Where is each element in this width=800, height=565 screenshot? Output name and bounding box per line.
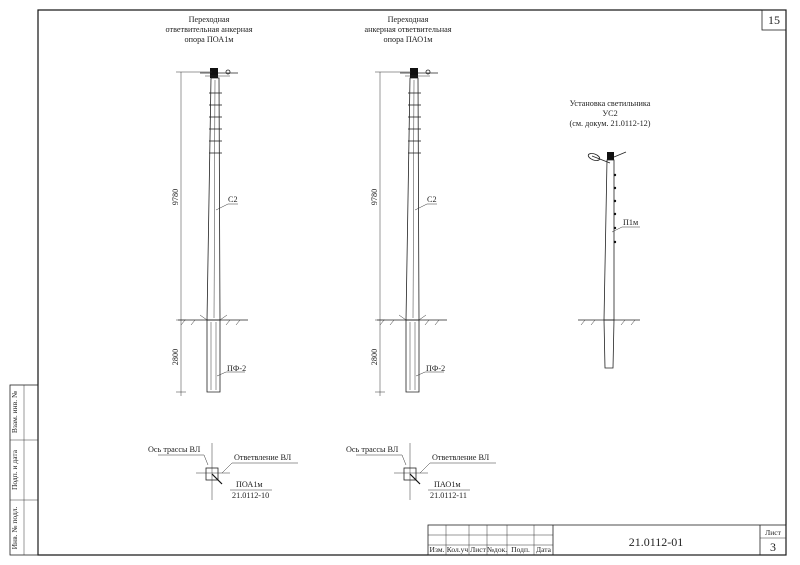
lamp-title-line3: (см. докум. 21.0112-12) <box>570 119 651 128</box>
plan1-branch-label: Ответвление ВЛ <box>234 453 292 462</box>
side-stamp-sign-date: Подп. и дата <box>10 449 19 490</box>
plan1-pole-square <box>205 467 219 481</box>
title-block-sheet-value: 3 <box>770 540 776 554</box>
pole1-height-above: 9780 <box>171 189 180 205</box>
title-block: Изм. Кол.уч Лист №док. Подп. Дата 21.011… <box>427 524 787 556</box>
pole2-insulators <box>408 92 421 154</box>
title-block-doc-number: 21.0112-01 <box>629 535 684 549</box>
pole2-ground-hatch <box>379 314 440 326</box>
pole1-insulators <box>209 92 222 154</box>
pole2-foundation-label: ПФ-2 <box>426 364 445 373</box>
pole1-title-line3: опора ПОА1м <box>185 35 234 44</box>
pole2-title-line3: опора ПАО1м <box>384 35 433 44</box>
pole2-title-line2: анкерная ответвительная <box>365 25 452 34</box>
lamp-pole-fittings <box>613 173 617 244</box>
plan1-code: ПОА1м <box>236 480 263 489</box>
lamp-pole-shaft <box>603 159 615 321</box>
sheet-number-box: 15 <box>761 9 787 31</box>
pole2-buried-part <box>405 319 420 393</box>
pole2-post-label: С2 <box>427 195 437 204</box>
lamp-pole-buried-part <box>603 319 615 369</box>
plan1-axis-label: Ось трассы ВЛ <box>148 445 201 454</box>
pole1-buried-part <box>206 319 221 393</box>
pole2-shaft <box>405 77 420 321</box>
title-block-sheet-label: Лист <box>765 528 781 537</box>
lamp-title-line2: УС2 <box>602 109 617 118</box>
title-block-header-podp: Подп. <box>511 545 530 554</box>
side-stamp-replace-inv: Взам. инв. № <box>10 391 19 433</box>
side-stamp: Инв. № подл. Подп. и дата Взам. инв. № <box>9 384 39 556</box>
plan2-code: ПАО1м <box>434 480 461 489</box>
plan-pao1m: Ось трассы ВЛ Ответвление ВЛ ПАО1м 21.01… <box>346 443 496 500</box>
plan2-pole-square <box>403 467 417 481</box>
pole2-crossarm <box>400 68 438 78</box>
pole1-title-line1: Переходная <box>189 15 230 24</box>
lamp-pole-us2: Установка светильника УС2 (см. докум. 21… <box>570 99 651 369</box>
plan-poa1m: Ось трассы ВЛ Ответвление ВЛ ПОА1м 21.01… <box>148 443 298 500</box>
title-block-header-ndok: №док. <box>487 545 507 554</box>
pole1-foundation-label: ПФ-2 <box>227 364 246 373</box>
plan2-doc: 21.0112-11 <box>430 491 467 500</box>
drawing-frame <box>37 9 787 556</box>
pole1-crossarm <box>200 68 238 78</box>
title-block-header-izm: Изм. <box>430 545 445 554</box>
pole-pao1m: Переходная анкерная ответвительная опора… <box>365 15 452 396</box>
plan1-doc: 21.0112-10 <box>232 491 269 500</box>
pole1-ground-hatch <box>180 314 241 326</box>
pole1-post-label: С2 <box>228 195 238 204</box>
lamp-ground-hatch <box>580 319 636 326</box>
pole2-height-below: 2800 <box>370 349 379 365</box>
plan2-branch-label: Ответвление ВЛ <box>432 453 490 462</box>
lamp-pole-label: П1м <box>623 218 638 227</box>
pole1-title-line2: ответвительная анкерная <box>166 25 253 34</box>
sheet-number: 15 <box>768 13 780 27</box>
pole-poa1m: Переходная ответвительная анкерная опора… <box>166 15 253 396</box>
pole2-height-above: 9780 <box>370 189 379 205</box>
lamp-title-line1: Установка светильника <box>570 99 651 108</box>
plan2-axis-label: Ось трассы ВЛ <box>346 445 399 454</box>
side-stamp-inv-no: Инв. № подл. <box>10 507 19 550</box>
pole2-title-line1: Переходная <box>388 15 429 24</box>
pole1-shaft <box>206 77 221 321</box>
title-block-header-list: Лист <box>470 545 486 554</box>
title-block-header-koluch: Кол.уч <box>447 545 469 554</box>
title-block-header-data: Дата <box>536 545 552 554</box>
pole1-height-below: 2800 <box>171 349 180 365</box>
